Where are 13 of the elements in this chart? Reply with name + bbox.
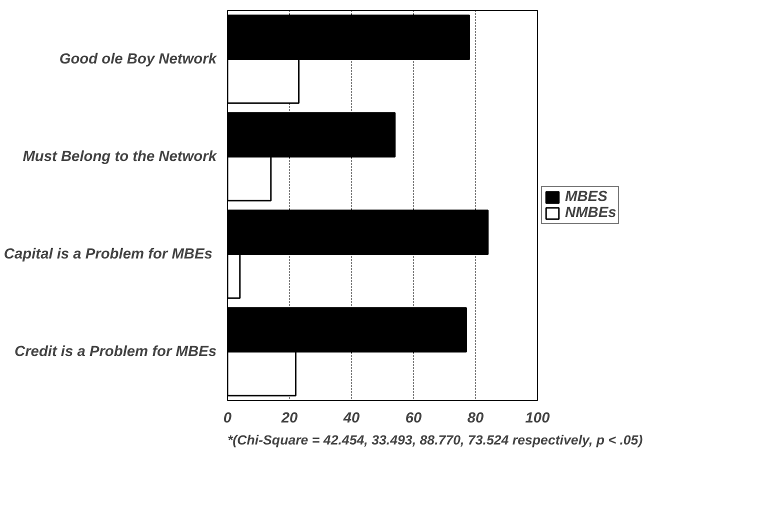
y-tick-label: Good ole Boy Network xyxy=(59,51,218,68)
x-tick-label: 40 xyxy=(342,410,360,426)
y-tick-label: Capital is a Problem for MBEs xyxy=(4,246,212,262)
legend-label: MBES xyxy=(565,189,608,205)
x-tick-label: 0 xyxy=(223,410,232,426)
y-tick-label: Must Belong to the Network xyxy=(22,148,218,165)
x-tick-label: 80 xyxy=(467,410,484,426)
x-tick-label: 100 xyxy=(525,410,551,426)
x-tick-label: 60 xyxy=(405,410,422,426)
legend-label: NMBEs xyxy=(565,205,616,221)
text: *(Chi-Square = 42.454, 33.493, 88.770, 73.524 respectively, p < .05) xyxy=(228,432,644,448)
x-tick-label: 20 xyxy=(280,410,298,426)
y-tick-label: Credit is a Problem for MBEs xyxy=(14,344,217,360)
